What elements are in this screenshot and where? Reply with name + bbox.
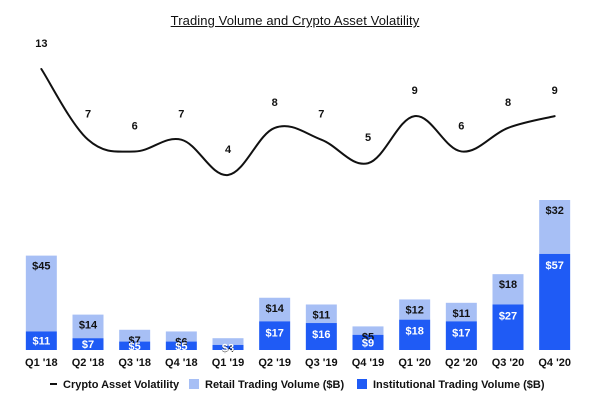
label-retail-5: $14: [265, 303, 284, 315]
label-institutional-7: $9: [362, 337, 374, 349]
label-volatility-4: 4: [225, 144, 232, 156]
bar-institutional-9: [445, 321, 477, 350]
bar-retail-8: [399, 299, 431, 320]
bar-institutional-0: [25, 331, 57, 350]
label-volatility-1: 7: [85, 109, 91, 121]
label-volatility-8: 9: [412, 85, 418, 97]
x-tick-label-2: Q3 '18: [118, 357, 151, 369]
bar-retail-10: [492, 274, 524, 305]
x-tick-label-4: Q1 '19: [212, 357, 245, 369]
label-retail-3: $6: [175, 336, 187, 348]
chart-legend: Crypto Asset Volatility Retail Trading V…: [50, 379, 570, 395]
label-volatility-10: 8: [505, 97, 511, 109]
bar-retail-3: [165, 331, 197, 342]
x-axis-ticks: Q1 '18 Q2 '18 Q3 '18 Q4 '18 Q1 '19 Q2 '19 Q3 '…: [25, 357, 571, 369]
label-retail-1: $14: [79, 320, 98, 332]
bar-institutional-5: [259, 321, 291, 350]
label-institutional-0: $11: [32, 336, 50, 348]
volatility-line: [40, 68, 556, 177]
label-institutional-11: $57: [545, 260, 563, 272]
label-institutional-4: $3: [222, 342, 234, 354]
bar-institutional-7: [352, 334, 384, 350]
bar-retail-6: [305, 304, 337, 324]
legend-item-volatility: Crypto Asset Volatility: [50, 379, 179, 391]
x-tick-label-5: Q2 '19: [258, 357, 291, 369]
label-institutional-5: $17: [265, 327, 283, 339]
bar-institutional-4: [212, 344, 244, 350]
label-retail-8: $12: [405, 304, 423, 316]
legend-item-institutional: Institutional Trading Volume ($B): [357, 379, 545, 391]
chart-title: Trading Volume and Crypto Asset Volatili…: [170, 13, 420, 28]
line-layer: [40, 68, 556, 177]
bar-retail-9: [445, 302, 477, 322]
x-tick-label-11: Q4 '20: [538, 357, 571, 369]
x-tick-label-0: Q1 '18: [25, 357, 58, 369]
bar-institutional-1: [72, 338, 104, 350]
legend-label-retail: Retail Trading Volume ($B): [205, 379, 345, 391]
label-institutional-1: $7: [82, 339, 94, 351]
label-volatility-2: 6: [132, 120, 138, 132]
x-tick-label-10: Q3 '20: [492, 357, 525, 369]
legend-institutional-swatch: [357, 379, 367, 390]
bar-institutional-10: [492, 304, 524, 350]
bar-institutional-8: [399, 319, 431, 350]
label-retail-4: $4: [222, 343, 235, 355]
bar-institutional-11: [539, 253, 571, 350]
legend-retail-swatch: [189, 379, 199, 390]
x-tick-label-3: Q4 '18: [165, 357, 198, 369]
bar-retail-0: [25, 255, 57, 332]
legend-item-retail: Retail Trading Volume ($B): [189, 379, 344, 391]
label-institutional-10: $27: [499, 310, 517, 322]
label-volatility-0: 13: [35, 38, 47, 50]
label-volatility-7: 5: [365, 132, 371, 144]
label-volatility-5: 8: [272, 97, 278, 109]
bar-institutional-3: [165, 341, 197, 350]
labels-layer: $45$1113$14$77$7$56$6$57$4$34$14$178$11$…: [32, 38, 564, 355]
bar-institutional-2: [119, 341, 151, 350]
x-tick-label-9: Q2 '20: [445, 357, 478, 369]
label-volatility-3: 7: [178, 109, 184, 121]
label-retail-9: $11: [452, 308, 470, 320]
bar-retail-1: [72, 314, 104, 339]
label-retail-0: $45: [32, 261, 50, 273]
bar-retail-4: [212, 338, 244, 345]
bar-retail-7: [352, 326, 384, 335]
bar-retail-2: [119, 329, 151, 342]
label-volatility-11: 9: [552, 85, 558, 97]
x-tick-label-6: Q3 '19: [305, 357, 338, 369]
legend-label-volatility: Crypto Asset Volatility: [63, 379, 180, 391]
legend-label-institutional: Institutional Trading Volume ($B): [373, 379, 545, 391]
legend-line-marker: [50, 383, 57, 386]
bars-layer: [25, 200, 571, 350]
label-institutional-6: $16: [312, 329, 330, 341]
label-retail-11: $32: [545, 205, 563, 217]
label-volatility-6: 7: [318, 109, 324, 121]
label-retail-7: $5: [362, 331, 374, 343]
bar-retail-11: [539, 200, 571, 254]
x-tick-label-7: Q4 '19: [352, 357, 385, 369]
label-institutional-9: $17: [452, 327, 470, 339]
label-retail-10: $18: [499, 279, 517, 291]
bar-retail-5: [259, 297, 291, 322]
bar-institutional-6: [305, 323, 337, 350]
label-institutional-2: $5: [129, 341, 141, 353]
x-tick-label-8: Q1 '20: [398, 357, 431, 369]
label-retail-2: $7: [129, 335, 141, 347]
label-retail-6: $11: [312, 309, 330, 321]
label-volatility-9: 6: [458, 120, 464, 132]
label-institutional-3: $5: [175, 341, 187, 353]
x-tick-label-1: Q2 '18: [72, 357, 105, 369]
label-institutional-8: $18: [405, 326, 423, 338]
